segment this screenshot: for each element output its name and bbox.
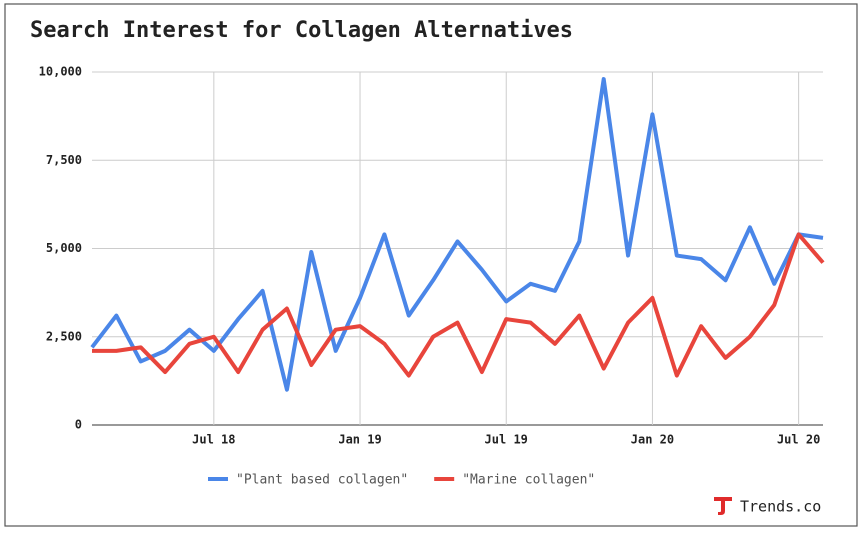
legend-label: "Plant based collagen" — [236, 473, 408, 488]
x-tick-label: Jul 20 — [777, 433, 820, 447]
source: Trends.co — [740, 498, 821, 516]
x-tick-label: Jul 18 — [192, 433, 235, 447]
chart-title: Search Interest for Collagen Alternative… — [30, 18, 573, 43]
logo — [714, 497, 732, 515]
frame — [4, 3, 858, 527]
y-tick-label: 10,000 — [39, 65, 82, 79]
y-tick-label: 7,500 — [46, 153, 82, 167]
series-line — [92, 232, 825, 378]
x-tick-label: Jul 19 — [485, 433, 528, 447]
x-tick-label: Jan 19 — [338, 433, 381, 447]
x-tick-label: Jan 20 — [631, 433, 674, 447]
y-tick-label: 5,000 — [46, 241, 82, 255]
legend-label: "Marine collagen" — [462, 473, 595, 488]
logo-icon — [714, 497, 732, 515]
series-line — [90, 77, 824, 392]
y-tick-label: 2,500 — [46, 329, 82, 343]
y-tick-label: 0 — [75, 418, 82, 432]
